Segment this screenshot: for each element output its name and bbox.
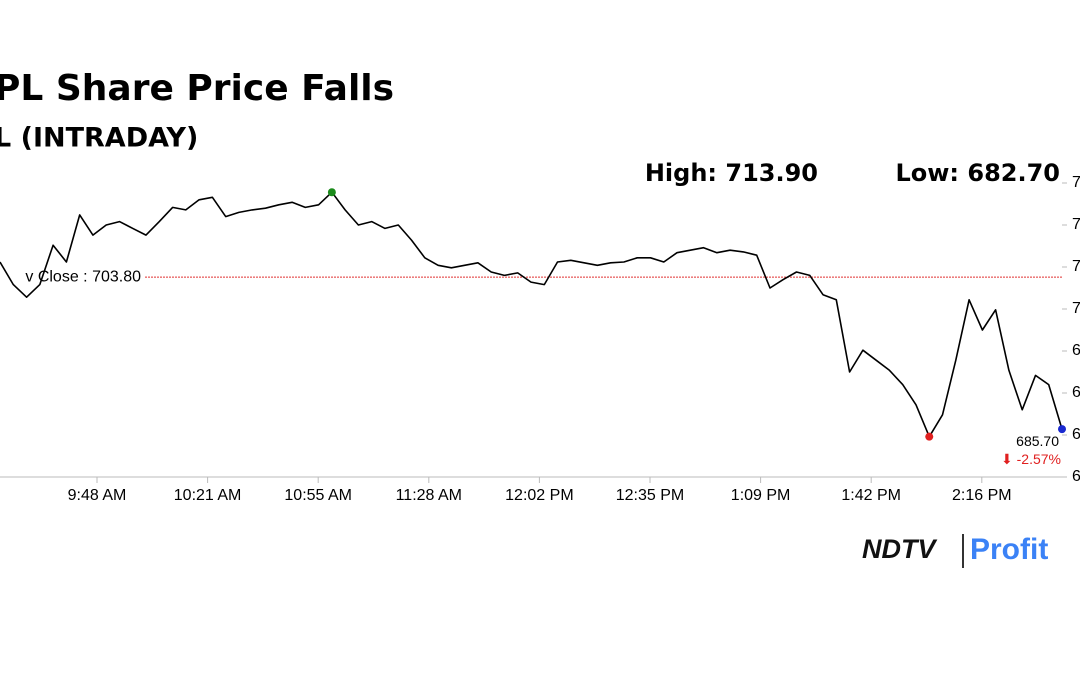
y-tick-label: 710 (1072, 216, 1080, 233)
brand: NDTV (862, 534, 937, 564)
x-tick-label: 2:16 PM (952, 487, 1012, 504)
last-dot (1058, 425, 1066, 434)
x-tick-label: 12:02 PM (505, 487, 573, 504)
brand-profit: Profit (970, 533, 1048, 566)
x-tick-label: 9:48 AM (68, 487, 127, 504)
y-tick-label: 715 (1072, 174, 1080, 191)
last-label: 685.70 (1016, 433, 1059, 449)
prev-close-label: v Close : 703.80 (25, 268, 141, 285)
y-tick-label: 690 (1072, 384, 1080, 401)
high-label: High: 713.90 (645, 159, 818, 187)
y-tick-label: 705 (1072, 258, 1080, 275)
high-dot (327, 188, 336, 197)
x-tick-label: 11:28 AM (396, 487, 462, 504)
low-label: Low: 682.70 (895, 159, 1060, 187)
chart-title: PL Share Price Falls (0, 68, 394, 109)
low-dot (925, 432, 934, 441)
y-tick-label: 680 (1072, 468, 1080, 485)
chart-subtitle: L (INTRADAY) (0, 123, 198, 154)
change-label: ⬇ -2.57% (1001, 451, 1061, 467)
x-tick-label: 1:42 PM (841, 487, 901, 504)
y-tick-label: 685 (1072, 426, 1080, 443)
y-tick-label: 695 (1072, 342, 1080, 359)
price-line (0, 191, 1063, 438)
x-tick-label: 10:21 AM (174, 487, 242, 504)
x-tick-label: 10:55 AM (284, 487, 352, 504)
x-tick-label: 12:35 PM (616, 487, 684, 504)
x-tick-label: 1:09 PM (731, 487, 791, 504)
y-tick-label: 700 (1072, 300, 1080, 317)
